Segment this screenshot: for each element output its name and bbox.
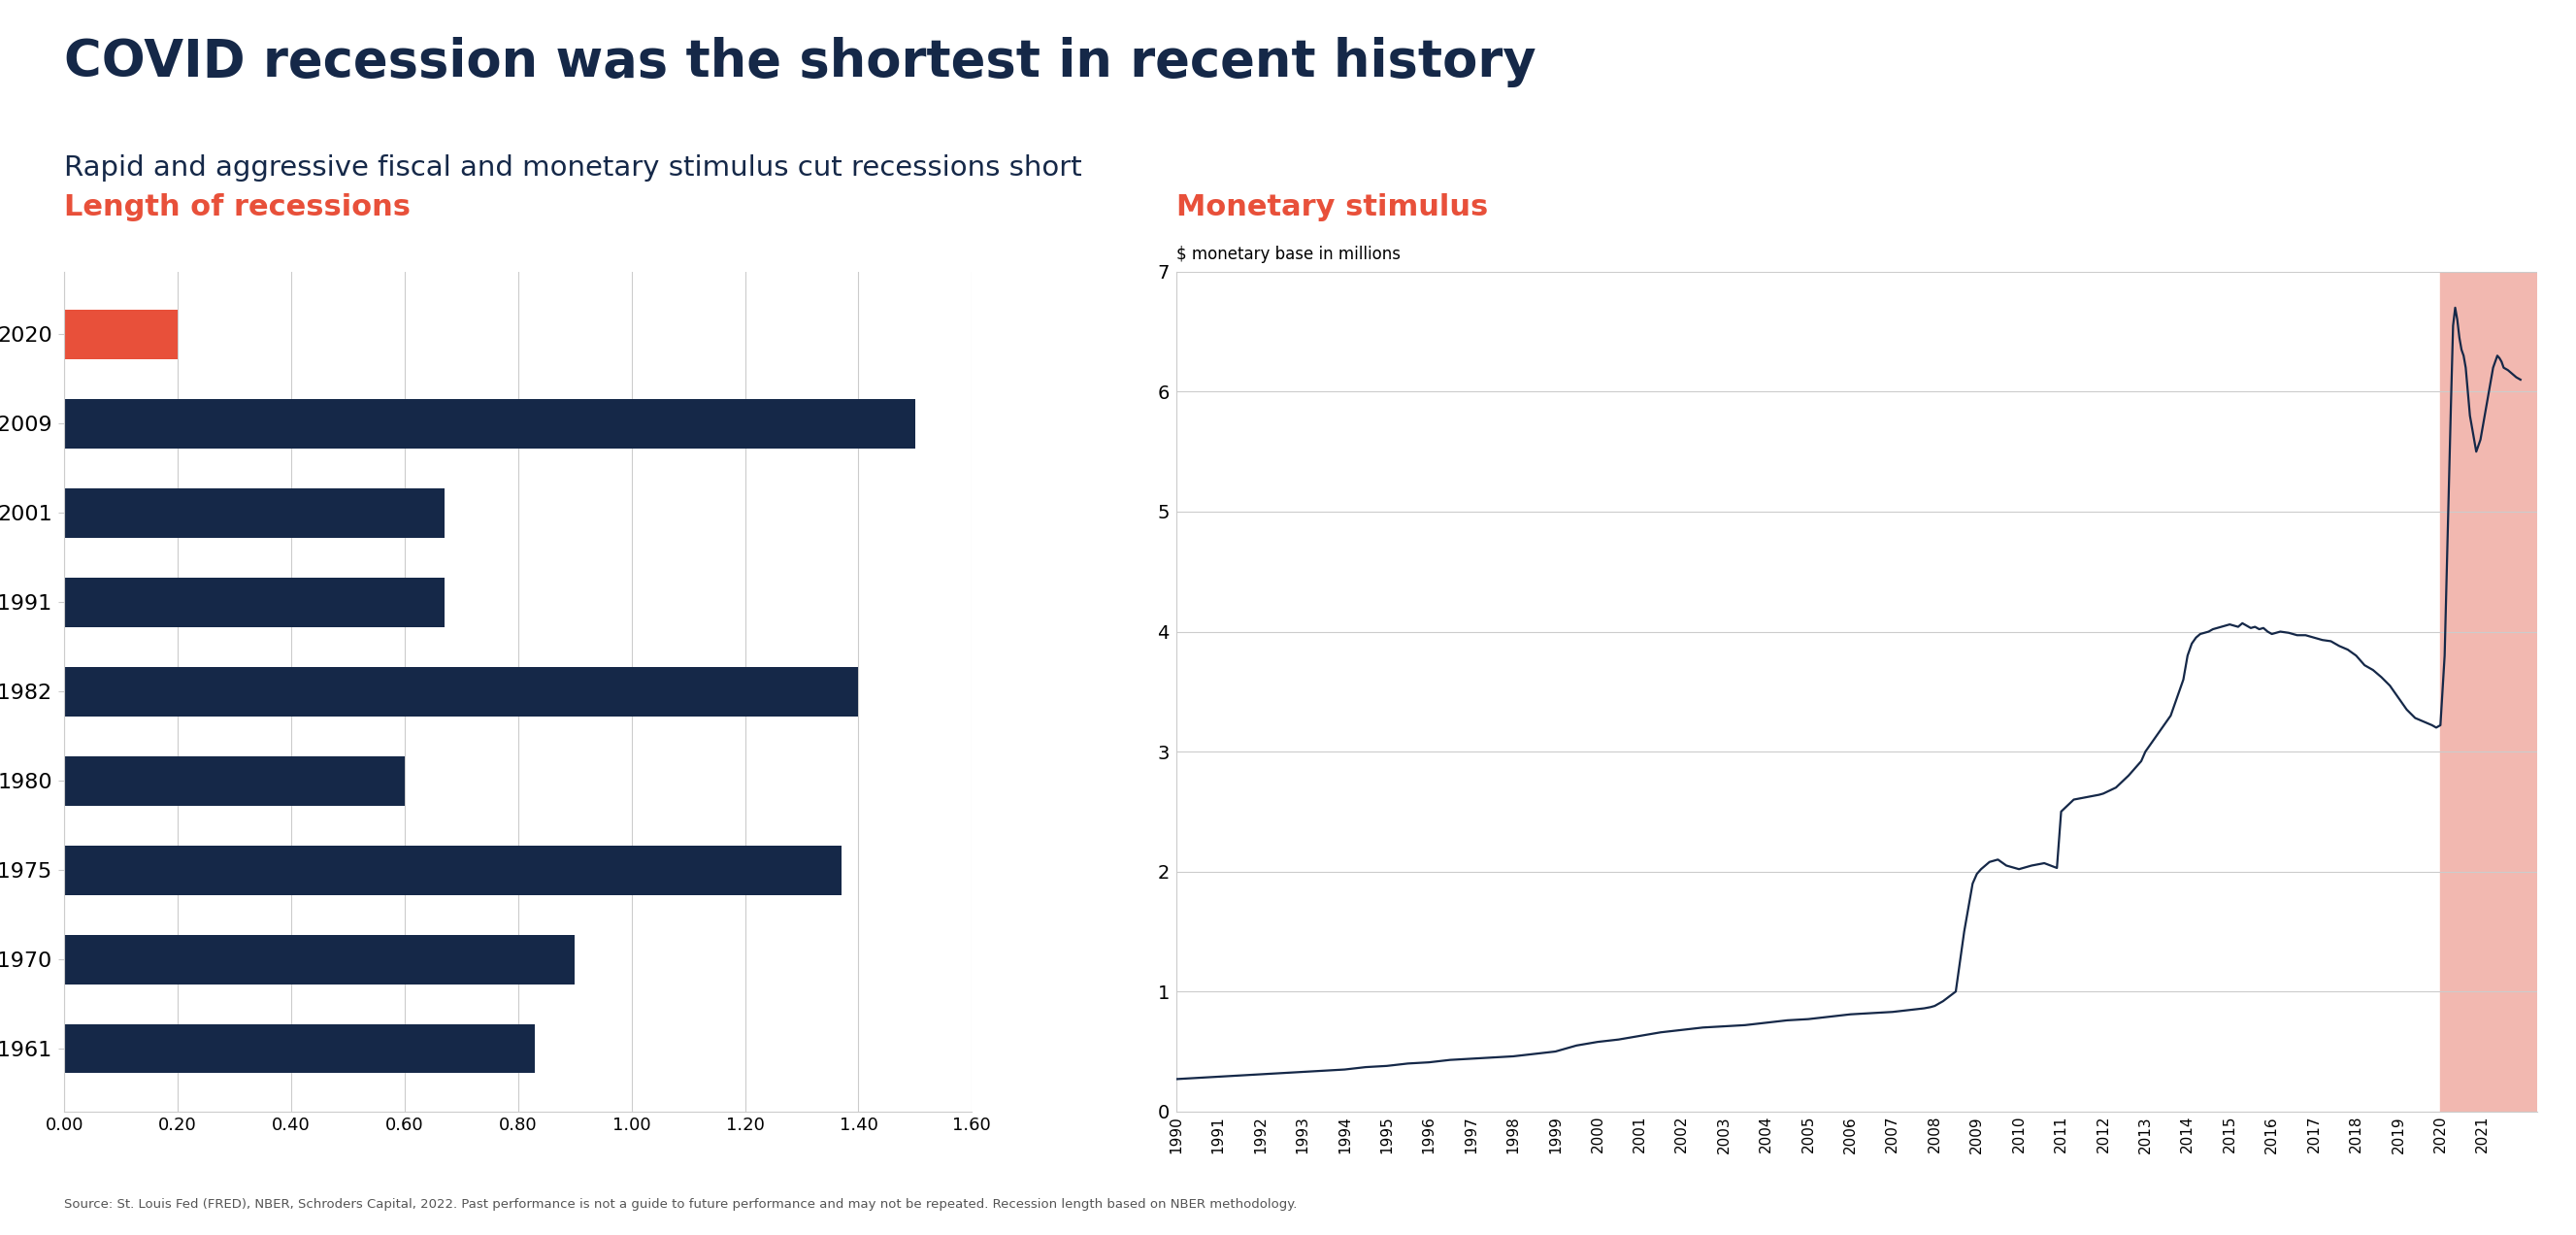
Text: Monetary stimulus: Monetary stimulus (1177, 193, 1489, 221)
Bar (64, 310, 178, 359)
Bar (2439, 272, 2545, 1112)
Bar (64, 578, 446, 627)
Bar (64, 399, 914, 448)
Text: Length of recessions: Length of recessions (64, 193, 412, 221)
Bar (64, 846, 842, 894)
Text: COVID recession was the shortest in recent history: COVID recession was the shortest in rece… (64, 37, 1535, 88)
Bar (64, 489, 446, 537)
Bar (64, 1024, 536, 1073)
Bar (64, 756, 404, 805)
Text: $ monetary base in millions: $ monetary base in millions (1177, 246, 1401, 263)
Text: Source: St. Louis Fed (FRED), NBER, Schroders Capital, 2022. Past performance is: Source: St. Louis Fed (FRED), NBER, Schr… (64, 1198, 1298, 1210)
Bar (64, 667, 858, 716)
Text: Rapid and aggressive fiscal and monetary stimulus cut recessions short: Rapid and aggressive fiscal and monetary… (64, 154, 1082, 182)
Bar (64, 935, 574, 984)
